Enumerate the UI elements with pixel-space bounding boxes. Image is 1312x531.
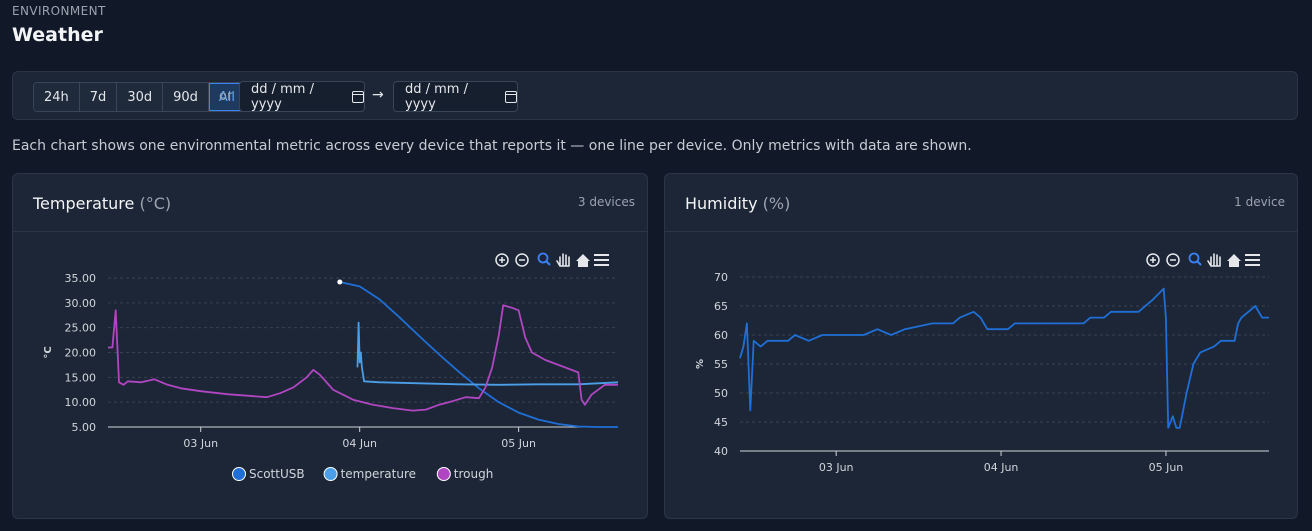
zoom-select-icon-lens xyxy=(537,252,549,264)
menu-icon-bar xyxy=(1245,264,1260,266)
menu-icon[interactable] xyxy=(594,254,609,266)
zoom-out-icon-ring xyxy=(1166,253,1180,267)
zoom-in-icon-plus xyxy=(1150,257,1156,263)
series-line-trough xyxy=(108,304,618,412)
chart-toolbar xyxy=(1146,252,1260,267)
card-title-unit: (%) xyxy=(762,194,791,213)
zoom-in-icon-ring xyxy=(1146,253,1160,267)
menu-icon-bar xyxy=(1245,254,1260,256)
card-title-text: Humidity xyxy=(685,194,758,213)
pan-icon-fingers xyxy=(1207,253,1221,267)
zoom-select-icon[interactable] xyxy=(1188,252,1202,266)
y-axis-title: °C xyxy=(43,346,54,358)
x-tick-label: 05 Jun xyxy=(501,437,536,450)
or-label: or xyxy=(219,89,233,104)
zoom-in-icon-ring xyxy=(495,253,509,267)
home-icon[interactable] xyxy=(1227,254,1241,267)
zoom-out-icon-ring xyxy=(515,253,529,267)
home-icon[interactable] xyxy=(576,254,590,267)
y-tick-label: 5.00 xyxy=(72,421,97,434)
x-tick-label: 03 Jun xyxy=(819,461,854,474)
y-tick-label: 25.00 xyxy=(65,322,97,335)
device-count: 1 device xyxy=(1234,195,1285,209)
page-header: ENVIRONMENT Weather xyxy=(12,4,106,46)
x-tick-label: 04 Jun xyxy=(984,461,1019,474)
legend-marker xyxy=(323,467,338,481)
range-button-7d[interactable]: 7d xyxy=(79,83,118,111)
range-button-24h[interactable]: 24h xyxy=(34,83,80,111)
y-tick-label: 10.00 xyxy=(65,396,97,409)
y-tick-label: 45 xyxy=(714,416,728,429)
card-title: Temperature (°C) xyxy=(33,194,171,213)
legend-label-temperature: temperature xyxy=(341,467,416,481)
humidity-chart[interactable]: 40 45 50 55 60 65 70 03 Jun 04 Jun 05 Jun% xyxy=(665,174,1299,520)
date-to-input[interactable]: dd / mm / yyyy xyxy=(393,81,518,112)
zoom-select-icon-handle xyxy=(545,260,551,266)
range-button-30d[interactable]: 30d xyxy=(117,83,164,111)
menu-icon-bar xyxy=(594,259,609,261)
date-from-placeholder: dd / mm / yyyy xyxy=(251,81,314,112)
zoom-in-icon[interactable] xyxy=(495,253,509,267)
pan-icon-fingers xyxy=(556,253,570,267)
chart-toolbar xyxy=(495,252,609,267)
temperature-card: Temperature (°C) 3 devices 5.00 10.00 15.0… xyxy=(12,173,648,519)
legend-label-ScottUSB: ScottUSB xyxy=(249,467,305,481)
series-line-temperature xyxy=(356,321,619,386)
card-header: Humidity (%) 1 device xyxy=(665,174,1297,232)
series-line-ScottUSB xyxy=(339,281,618,428)
humidity-card: Humidity (%) 1 device 40 45 50 55 60 65 70 03 J… xyxy=(664,173,1298,519)
y-tick-label: 30.00 xyxy=(65,297,97,310)
device-count: 3 devices xyxy=(577,195,635,209)
time-range-toolbar: 24h 7d 30d 90d All or dd / mm / yyyy → d… xyxy=(12,71,1298,120)
home-icon-shape xyxy=(1227,254,1241,267)
card-header: Temperature (°C) 3 devices xyxy=(13,174,647,232)
range-arrow-label: → xyxy=(372,87,384,103)
series-start-marker xyxy=(337,279,343,285)
x-tick-label: 05 Jun xyxy=(1149,461,1184,474)
legend-label-trough: trough xyxy=(454,467,494,481)
temperature-chart[interactable]: 5.00 10.00 15.00 20.00 25.00 30.00 35.00 03 Jun… xyxy=(13,174,649,520)
pan-icon[interactable] xyxy=(556,253,570,267)
section-eyebrow: ENVIRONMENT xyxy=(12,4,106,18)
y-tick-label: 20.00 xyxy=(65,347,97,360)
zoom-in-icon-plus xyxy=(499,257,505,263)
zoom-select-icon-handle xyxy=(1196,260,1202,266)
menu-icon-bar xyxy=(1245,259,1260,261)
series-line-humidity xyxy=(739,287,1269,429)
menu-icon-bar xyxy=(594,264,609,266)
y-tick-label: 65 xyxy=(714,300,728,313)
menu-icon-bar xyxy=(594,254,609,256)
zoom-out-icon[interactable] xyxy=(515,253,529,267)
y-tick-label: 70 xyxy=(714,271,728,284)
date-from-input[interactable]: dd / mm / yyyy xyxy=(239,81,365,112)
y-tick-label: 60 xyxy=(714,329,728,342)
zoom-in-icon[interactable] xyxy=(1146,253,1160,267)
card-title-text: Temperature xyxy=(33,194,135,213)
range-button-90d[interactable]: 90d xyxy=(163,83,209,111)
legend-marker xyxy=(232,467,246,481)
calendar-icon[interactable] xyxy=(352,90,364,103)
y-tick-label: 55 xyxy=(714,358,728,371)
x-tick-label: 03 Jun xyxy=(183,437,218,450)
page-description: Each chart shows one environmental metri… xyxy=(12,138,972,154)
page-title: Weather xyxy=(12,24,103,46)
pan-icon[interactable] xyxy=(1207,253,1221,267)
legend-marker xyxy=(436,467,451,481)
card-title-unit: (°C) xyxy=(139,194,172,213)
calendar-icon[interactable] xyxy=(505,90,517,103)
date-to-placeholder: dd / mm / yyyy xyxy=(405,81,468,112)
home-icon-shape xyxy=(576,254,590,267)
x-tick-label: 04 Jun xyxy=(342,437,377,450)
zoom-out-icon[interactable] xyxy=(1166,253,1180,267)
zoom-select-icon[interactable] xyxy=(537,252,551,266)
y-tick-label: 15.00 xyxy=(65,371,97,384)
range-button-group: 24h 7d 30d 90d All xyxy=(33,82,247,112)
y-tick-label: 40 xyxy=(714,445,728,458)
zoom-select-icon-lens xyxy=(1188,252,1200,264)
card-title: Humidity (%) xyxy=(685,194,790,213)
menu-icon[interactable] xyxy=(1245,254,1260,266)
y-tick-label: 50 xyxy=(714,387,728,400)
y-axis-title: % xyxy=(695,359,706,369)
y-tick-label: 35.00 xyxy=(65,272,97,285)
